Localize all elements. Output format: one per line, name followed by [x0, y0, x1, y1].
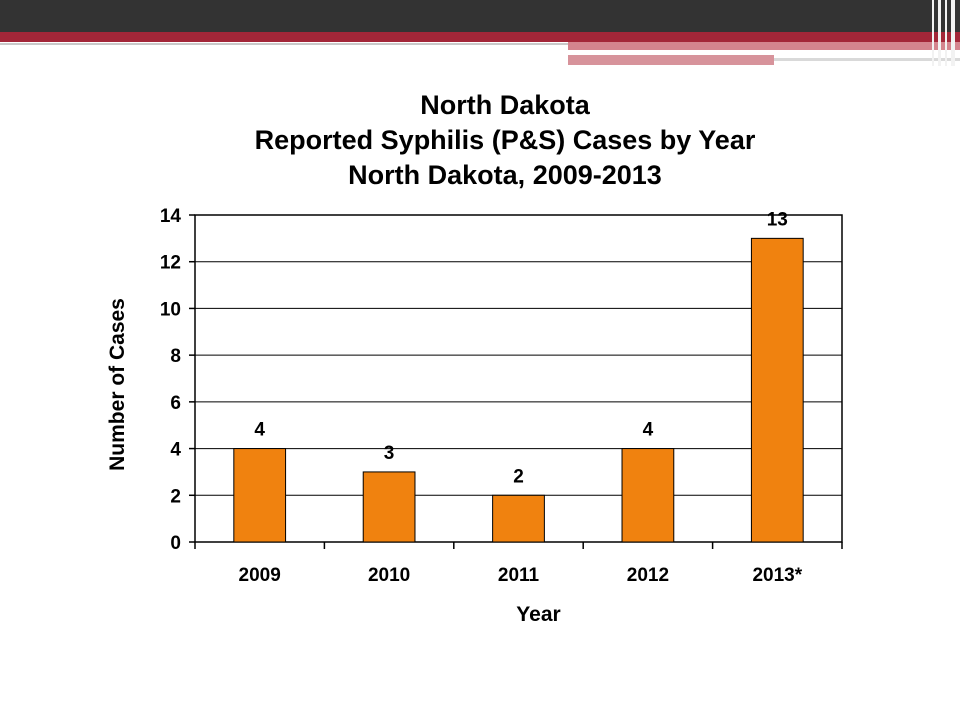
bar-2011: [492, 494, 545, 543]
y-tick-label: 14: [160, 206, 182, 227]
header-white-line: [568, 50, 888, 53]
y-axis-tick-labels: 0 2 4 6 8 10 12 14: [160, 206, 195, 554]
x-tick-label: 2011: [498, 565, 540, 586]
bar-2012: [621, 448, 675, 543]
chart-title-line-2: Reported Syphilis (P&S) Cases by Year: [254, 125, 756, 155]
header-dark-band: [0, 0, 960, 32]
y-tick-label: 0: [170, 533, 181, 554]
y-tick-label: 12: [160, 253, 181, 274]
y-tick-label: 4: [170, 440, 181, 461]
bars: 4 3 2 4 13: [233, 209, 804, 543]
y-tick-label: 2: [170, 486, 181, 507]
y-tick-label: 10: [160, 299, 181, 320]
y-axis-title: Number of Cases: [106, 298, 129, 471]
data-label: 13: [767, 209, 788, 230]
data-label: 3: [384, 443, 395, 464]
data-label: 4: [643, 420, 654, 441]
header-corner-stripes: [928, 0, 960, 66]
slide-header-bar: [0, 0, 960, 70]
data-label: 2: [513, 466, 524, 487]
bar-2010: [362, 471, 416, 543]
header-pink-band-short: [568, 55, 774, 65]
y-tick-label: 6: [170, 393, 181, 414]
x-tick-label: 2009: [239, 565, 281, 586]
bar-2009: [233, 448, 287, 543]
chart-title-line-1: North Dakota: [420, 90, 590, 120]
header-gray-line: [774, 58, 960, 61]
x-tick-label: 2010: [368, 565, 410, 586]
bar-2013: [750, 237, 804, 543]
chart-title-line-3: North Dakota, 2009-2013: [348, 160, 662, 190]
header-red-band: [0, 32, 960, 42]
x-tick-label: 2012: [627, 565, 669, 586]
data-label: 4: [254, 420, 265, 441]
x-axis-tick-labels: 2009 2010 2011 2012 2013*: [194, 542, 843, 586]
header-pink-band: [568, 42, 960, 50]
plot-area-frame: [194, 214, 843, 543]
gridlines: [195, 214, 842, 543]
y-tick-label: 8: [170, 346, 181, 367]
x-axis-title: Year: [516, 603, 560, 626]
x-tick-label: 2013*: [752, 565, 802, 586]
chart-title: North Dakota Reported Syphilis (P&S) Cas…: [0, 88, 960, 193]
header-thin-line: [0, 43, 960, 45]
